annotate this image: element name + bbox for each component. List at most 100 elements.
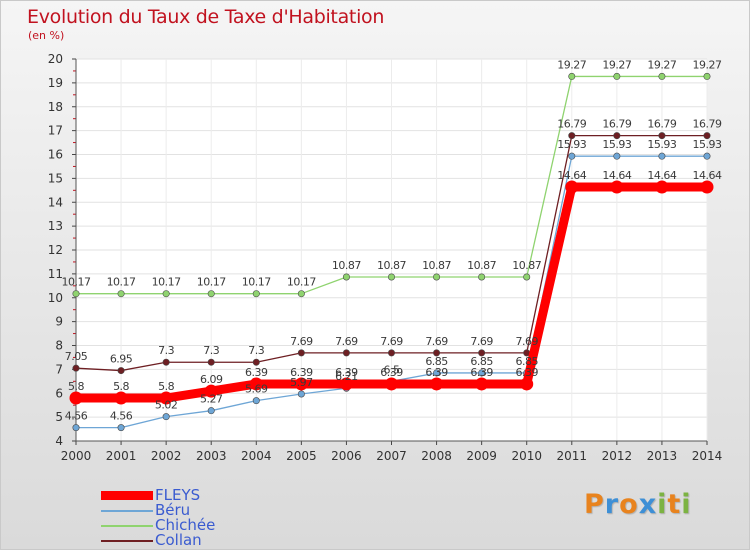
proxiti-logo: Proxiti xyxy=(584,489,692,520)
data-point-fleys xyxy=(610,180,624,194)
data-label-fleys: 6.39 xyxy=(425,366,448,379)
data-point-fleys xyxy=(249,377,263,391)
data-point-beru xyxy=(207,407,215,415)
data-label-chichee: 10.87 xyxy=(512,259,541,272)
data-point-beru xyxy=(658,152,666,160)
y-tick-label: 8 xyxy=(55,339,63,353)
legend-item-fleys: FLEYS xyxy=(101,488,200,503)
x-tick-label: 2006 xyxy=(331,449,362,463)
data-point-chichee xyxy=(207,290,215,298)
data-label-fleys: 6.39 xyxy=(380,366,403,379)
y-tick-label: 19 xyxy=(48,76,63,90)
y-tick-label: 18 xyxy=(48,100,63,114)
data-label-beru: 5.69 xyxy=(245,383,268,396)
data-point-fleys xyxy=(565,180,579,194)
data-point-chichee xyxy=(162,290,170,298)
data-label-chichee: 10.17 xyxy=(242,276,271,289)
logo-letter: t xyxy=(667,489,682,520)
legend-item-collan: Collan xyxy=(101,533,202,548)
data-point-chichee xyxy=(342,273,350,281)
data-label-collan: 7.69 xyxy=(290,335,313,348)
data-point-collan xyxy=(703,132,711,140)
y-tick-label: 14 xyxy=(48,195,63,209)
data-point-fleys xyxy=(655,180,669,194)
data-label-collan: 7.69 xyxy=(470,335,493,348)
legend-label-fleys: FLEYS xyxy=(155,486,201,504)
data-label-fleys: 5.8 xyxy=(158,380,174,393)
y-tick-label: 7 xyxy=(55,362,63,376)
data-point-beru xyxy=(162,413,170,421)
data-label-collan: 6.95 xyxy=(110,353,133,366)
data-label-chichee: 19.27 xyxy=(647,58,676,71)
data-point-chichee xyxy=(387,273,395,281)
data-point-collan xyxy=(207,358,215,366)
data-label-collan: 7.3 xyxy=(248,344,264,357)
chart-title: Evolution du Taux de Taxe d'Habitation xyxy=(27,6,385,28)
data-label-beru: 5.97 xyxy=(290,376,313,389)
legend-label-chichee: Chichée xyxy=(155,516,216,534)
data-point-chichee xyxy=(703,72,711,80)
data-point-collan xyxy=(433,349,441,357)
data-label-beru: 6.5 xyxy=(384,363,400,376)
data-point-beru xyxy=(478,369,486,377)
data-label-chichee: 10.17 xyxy=(107,276,136,289)
x-tick-label: 2004 xyxy=(241,449,272,463)
data-point-chichee xyxy=(523,273,531,281)
data-point-fleys xyxy=(700,180,714,194)
data-point-fleys xyxy=(339,377,353,391)
legend-swatch-fleys xyxy=(101,491,153,500)
logo-letter: r xyxy=(604,489,620,520)
data-point-beru xyxy=(252,397,260,405)
data-label-beru: 15.93 xyxy=(693,138,722,151)
y-tick-label: 15 xyxy=(48,171,63,185)
y-tick-label: 9 xyxy=(55,315,63,329)
data-label-collan: 7.69 xyxy=(425,335,448,348)
unit-label: (en %) xyxy=(28,29,65,42)
data-point-collan xyxy=(478,349,486,357)
data-point-beru xyxy=(613,152,621,160)
data-point-collan xyxy=(72,364,80,372)
data-point-collan xyxy=(252,358,260,366)
x-tick-label: 2002 xyxy=(151,449,182,463)
data-point-fleys xyxy=(520,377,534,391)
data-label-chichee: 10.17 xyxy=(152,276,181,289)
data-point-collan xyxy=(162,358,170,366)
data-point-chichee xyxy=(252,290,260,298)
data-label-beru: 15.93 xyxy=(602,138,631,151)
x-tick-label: 2008 xyxy=(421,449,452,463)
data-point-beru xyxy=(568,152,576,160)
data-label-chichee: 10.87 xyxy=(377,259,406,272)
data-point-beru xyxy=(433,369,441,377)
data-point-beru xyxy=(297,390,305,398)
x-tick-label: 2013 xyxy=(647,449,678,463)
y-tick-label: 12 xyxy=(48,243,63,257)
data-point-chichee xyxy=(478,273,486,281)
data-label-fleys: 6.39 xyxy=(470,366,493,379)
data-label-beru: 6.85 xyxy=(425,355,448,368)
data-label-collan: 16.79 xyxy=(693,118,722,131)
data-point-fleys xyxy=(475,377,489,391)
data-label-collan: 7.3 xyxy=(158,344,174,357)
data-point-chichee xyxy=(613,72,621,80)
data-label-beru: 5.27 xyxy=(200,393,223,406)
data-point-chichee xyxy=(72,290,80,298)
x-tick-label: 2003 xyxy=(196,449,227,463)
data-point-collan xyxy=(658,132,666,140)
data-label-collan: 7.05 xyxy=(65,350,88,363)
data-point-collan xyxy=(342,349,350,357)
data-label-fleys: 14.64 xyxy=(557,169,586,182)
data-point-beru xyxy=(72,424,80,432)
data-label-collan: 7.69 xyxy=(515,335,538,348)
data-point-chichee xyxy=(658,72,666,80)
x-tick-label: 2011 xyxy=(557,449,588,463)
data-label-fleys: 14.64 xyxy=(693,169,722,182)
x-tick-label: 2000 xyxy=(61,449,92,463)
y-tick-label: 5 xyxy=(55,410,63,424)
data-label-fleys: 6.39 xyxy=(290,366,313,379)
data-label-fleys: 6.39 xyxy=(335,366,358,379)
data-point-collan xyxy=(568,132,576,140)
y-tick-label: 20 xyxy=(48,52,63,66)
data-label-chichee: 10.87 xyxy=(467,259,496,272)
legend-swatch-beru xyxy=(101,509,153,512)
data-label-beru: 15.93 xyxy=(647,138,676,151)
